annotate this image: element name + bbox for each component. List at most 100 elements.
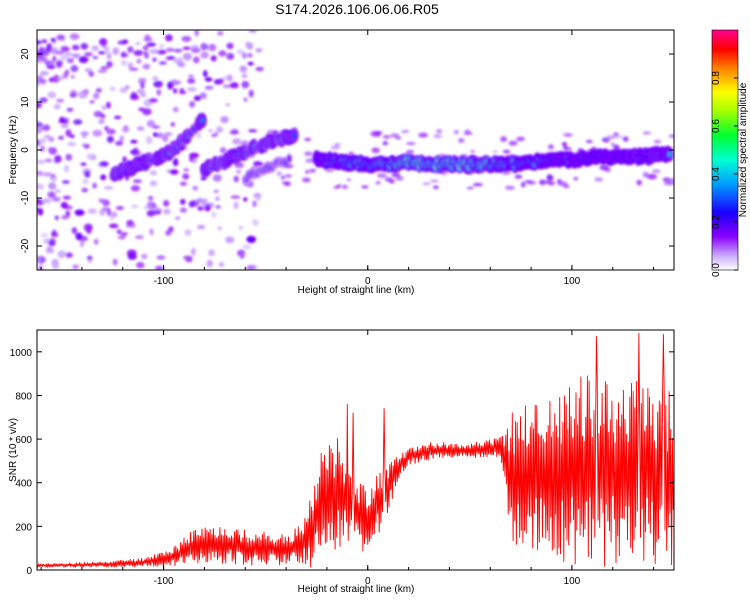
noise-blob [453, 129, 459, 135]
noise-blob [375, 181, 381, 185]
noise-blob [599, 164, 610, 171]
ridge [242, 153, 293, 186]
noise-blob [219, 147, 227, 154]
noise-blob [37, 159, 46, 165]
noise-blob [135, 41, 141, 46]
noise-blob [236, 49, 245, 55]
noise-blob [465, 129, 471, 134]
noise-blob [58, 76, 65, 81]
noise-blob [333, 186, 340, 189]
noise-blob [200, 198, 208, 207]
noise-blob [199, 92, 207, 100]
noise-blob [585, 139, 593, 144]
noise-blob [230, 195, 241, 199]
colorbar-tick-label: 0.8 [711, 71, 722, 85]
noise-blob [65, 252, 73, 258]
noise-blob [187, 74, 195, 79]
noise-blob [152, 125, 160, 129]
noise-blob [37, 200, 40, 206]
noise-blob [100, 174, 107, 181]
noise-blob [304, 151, 313, 156]
x-tick-label: -100 [154, 276, 174, 287]
noise-blob [91, 45, 99, 52]
noise-blob [158, 61, 167, 65]
noise-blob [64, 69, 70, 76]
noise-blob [217, 226, 222, 230]
noise-blob [78, 56, 89, 64]
noise-blob [47, 146, 55, 153]
noise-blob [43, 56, 48, 64]
ridge [312, 145, 674, 174]
noise-blob [67, 58, 74, 64]
noise-blob [163, 200, 170, 207]
noise-blob [377, 172, 387, 179]
noise-blob [148, 98, 158, 103]
noise-blob [524, 180, 533, 183]
noise-blob [120, 232, 128, 236]
noise-blob [194, 30, 199, 37]
noise-blob [156, 132, 164, 139]
noise-blob [152, 57, 157, 62]
noise-blob [145, 136, 153, 145]
noise-blob [52, 55, 57, 63]
colorbar-tick-label: 0.2 [711, 215, 722, 229]
noise-blob [65, 153, 73, 161]
noise-blob [122, 39, 129, 44]
noise-blob [48, 182, 57, 190]
noise-blob [149, 228, 154, 236]
noise-blob [65, 129, 72, 137]
y-tick-label: 20 [20, 48, 31, 60]
noise-blob [131, 204, 139, 208]
noise-blob [46, 64, 56, 70]
noise-blob [155, 265, 164, 270]
spectrogram-frame [36, 29, 675, 271]
noise-blob [40, 78, 47, 85]
noise-blob [636, 179, 643, 186]
noise-blob [152, 209, 162, 215]
noise-blob [208, 249, 216, 257]
noise-blob [113, 115, 122, 120]
noise-blob [406, 142, 416, 145]
noise-blob [305, 169, 310, 175]
colorbar-gradient [711, 29, 739, 271]
noise-blob [175, 216, 181, 220]
noise-blob [63, 164, 70, 173]
noise-blob [42, 198, 52, 204]
noise-blob [86, 255, 93, 261]
noise-blob [138, 77, 147, 85]
noise-blob [38, 46, 45, 51]
noise-blob [112, 47, 120, 55]
noise-blob [89, 100, 95, 104]
snr-line-layer [37, 332, 674, 568]
noise-blob [200, 176, 207, 181]
noise-blob [101, 105, 107, 111]
noise-blob [58, 135, 64, 140]
noise-blob [214, 131, 219, 137]
noise-blob [187, 78, 196, 84]
noise-blob [226, 52, 235, 60]
noise-blob [69, 134, 75, 138]
noise-blob [40, 145, 45, 153]
noise-blob [213, 189, 220, 193]
noise-blob [242, 68, 247, 76]
noise-blob [56, 98, 65, 103]
noise-blob [594, 177, 604, 182]
noise-blob [388, 179, 396, 184]
noise-blob [206, 259, 213, 268]
noise-blob [197, 206, 204, 211]
noise-blob [196, 132, 202, 139]
noise-blob [668, 134, 674, 138]
noise-blob [39, 138, 47, 144]
noise-blob [241, 74, 248, 78]
noise-blob [106, 128, 116, 135]
colorbar: 0.0 0.2 0.4 0.6 0.8 Normalized spectral ampl… [711, 29, 749, 277]
noise-blob [177, 61, 186, 68]
noise-blob [92, 182, 97, 189]
noise-blob [136, 126, 145, 131]
snr-xlabel: Height of straight line (km) [298, 584, 415, 595]
noise-blob [106, 52, 112, 60]
